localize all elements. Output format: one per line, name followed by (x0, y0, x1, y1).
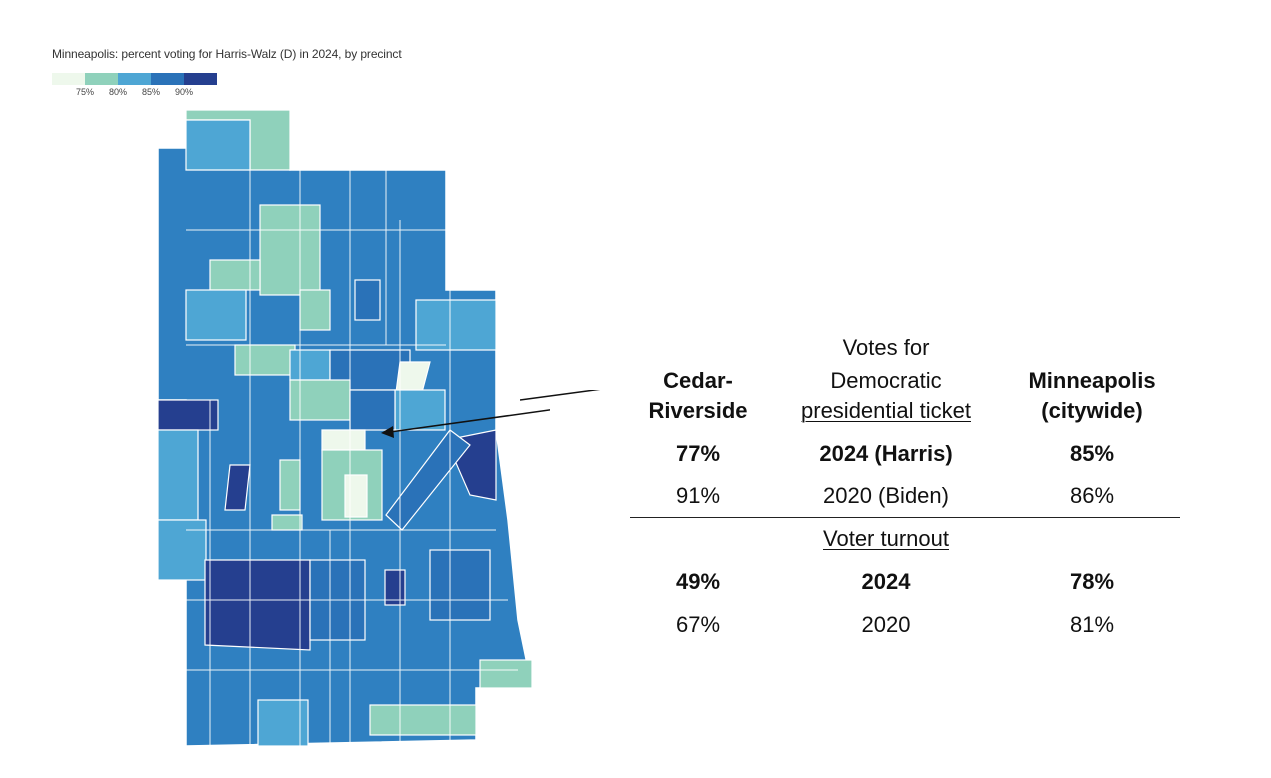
row-2024-label: 2024 (Harris) (819, 441, 953, 466)
legend-label: 85% (141, 87, 161, 97)
turnout-2020-citywide: 81% (1069, 612, 1115, 637)
arrow-head (381, 426, 394, 438)
precinct-grid-lines (186, 170, 518, 746)
legend-swatches (52, 73, 222, 85)
header-cedar-riverside-line1: Cedar- (663, 368, 733, 393)
turnout-2024-label: 2024 (861, 569, 911, 594)
row-2020-cedar: 91% (675, 483, 721, 508)
section-voter-turnout: Voter turnout (823, 526, 949, 551)
table-divider (630, 517, 1180, 518)
legend-label: 80% (108, 87, 128, 97)
header-votes-line3: presidential ticket (801, 398, 971, 423)
turnout-2024-cedar: 49% (675, 569, 721, 594)
row-2020-label: 2020 (Biden) (823, 483, 949, 508)
header-votes-line1: Votes for (842, 335, 930, 360)
row-2024-citywide: 85% (1069, 441, 1115, 466)
header-votes-line2: Democratic (830, 368, 942, 393)
row-2020-citywide: 86% (1069, 483, 1115, 508)
header-minneapolis-line1: Minneapolis (1028, 368, 1156, 393)
legend-swatch (85, 73, 118, 85)
legend-swatch (184, 73, 217, 85)
legend-labels: 75% 80% 85% 90% (52, 85, 222, 99)
map-legend: 75% 80% 85% 90% (52, 73, 222, 99)
turnout-2020-label: 2020 (861, 612, 911, 637)
header-minneapolis-line2: (citywide) (1041, 398, 1143, 423)
legend-swatch (52, 73, 85, 85)
legend-swatch (151, 73, 184, 85)
legend-label: 75% (75, 87, 95, 97)
legend-label: 90% (174, 87, 194, 97)
header-cedar-riverside-line2: Riverside (648, 398, 748, 423)
precinct-map (157, 109, 550, 747)
pointer-arrow (389, 409, 550, 433)
turnout-2020-cedar: 67% (675, 612, 721, 637)
precinct-blocks (157, 109, 533, 747)
turnout-2024-citywide: 78% (1069, 569, 1115, 594)
row-2024-cedar: 77% (675, 441, 721, 466)
pointer-arrow-extension (520, 390, 601, 401)
map-title: Minneapolis: percent voting for Harris-W… (52, 47, 402, 61)
legend-swatch (118, 73, 151, 85)
